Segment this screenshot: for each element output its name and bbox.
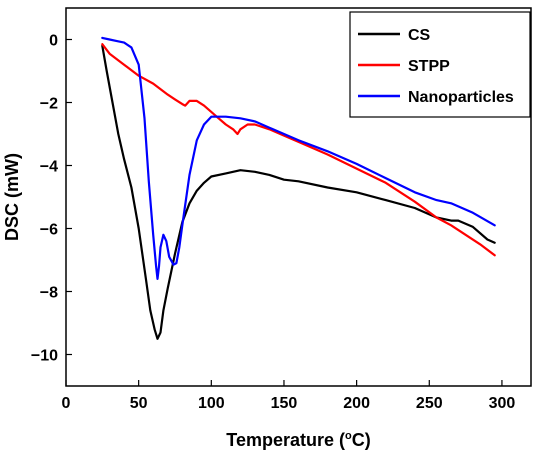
y-axis-label: DSC (mW) — [2, 153, 22, 241]
plot-frame — [65, 7, 532, 387]
x-tick-label: 200 — [343, 395, 370, 412]
series-line-cs — [101, 44, 496, 340]
y-axis: 0 −2 −4 −6 −8 −10 — [31, 33, 72, 365]
x-tick-label: 50 — [130, 395, 148, 412]
y-tick-label: −10 — [31, 348, 58, 365]
series-line-nanoparticles — [101, 36, 496, 280]
x-tick-label: 0 — [62, 395, 71, 412]
legend-label: CS — [408, 27, 431, 44]
x-tick-label: 150 — [271, 395, 298, 412]
legend: CS STPP Nanoparticles — [349, 11, 531, 118]
y-tick-label: −6 — [40, 222, 58, 239]
legend-label: Nanoparticles — [408, 89, 514, 106]
series-layer — [101, 36, 496, 340]
y-tick-label: −8 — [40, 285, 58, 302]
y-tick-label: −2 — [40, 96, 58, 113]
x-axis-label: Temperature (oC) — [226, 430, 370, 450]
legend-label: STPP — [408, 58, 450, 75]
x-tick-label: 100 — [198, 395, 225, 412]
y-tick-label: 0 — [49, 33, 58, 50]
y-tick-label: −4 — [40, 159, 58, 176]
plot-area — [65, 7, 532, 387]
x-tick-label: 300 — [489, 395, 516, 412]
x-axis: 0 50 100 150 200 250 300 — [62, 380, 516, 412]
x-tick-label: 250 — [416, 395, 443, 412]
series-line-stpp — [101, 43, 496, 257]
